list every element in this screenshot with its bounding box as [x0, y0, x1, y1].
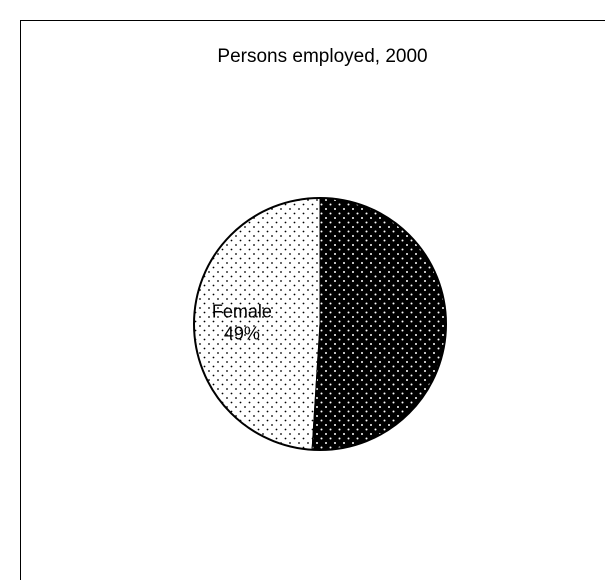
- chart-frame: [20, 20, 605, 580]
- slice-label-percent: 49%: [224, 324, 260, 344]
- pie-outline: [193, 197, 447, 451]
- pie-slice-other: [311, 197, 447, 451]
- chart-title: Persons employed, 2000: [217, 46, 428, 67]
- slice-label-name: Female: [212, 302, 272, 322]
